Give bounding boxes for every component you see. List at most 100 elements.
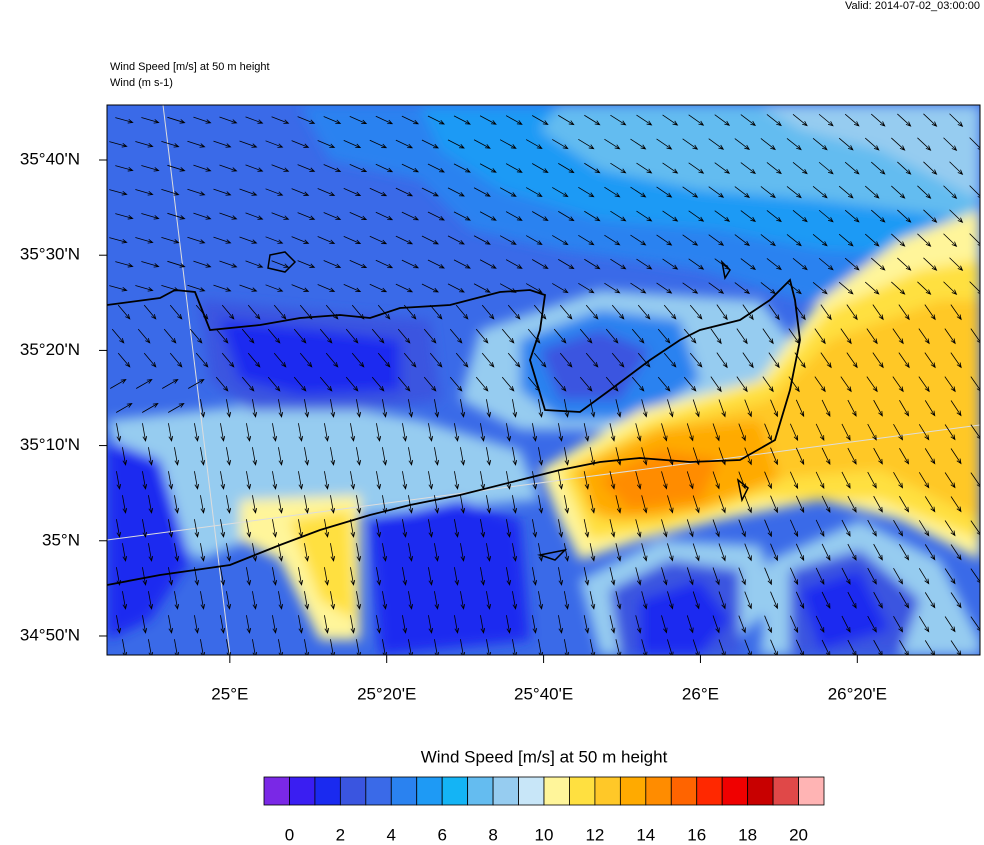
wind-arrow <box>142 567 148 586</box>
wind-arrow <box>486 591 492 610</box>
wind-arrow <box>762 376 774 393</box>
wind-arrow <box>219 164 238 172</box>
wind-arrow <box>272 471 278 490</box>
colorbar-box <box>619 776 647 806</box>
wind-arrow <box>434 591 440 610</box>
wind-arrow <box>401 115 420 125</box>
wind-arrow <box>738 519 746 538</box>
colorbar-title: Wind Speed [m/s] at 50 m height <box>421 747 668 766</box>
wind-arrow <box>376 471 382 490</box>
wind-arrow <box>135 189 154 196</box>
wind-arrow <box>663 304 677 320</box>
wind-arrow <box>820 352 832 369</box>
wind-arrow <box>371 376 385 392</box>
wind-arrow <box>718 591 726 610</box>
wind-arrow <box>969 137 980 150</box>
wind-arrow <box>506 615 512 634</box>
y-tick-label: 34°50'N <box>20 625 80 644</box>
wind-arrow <box>117 352 131 368</box>
wind-arrow <box>662 210 679 222</box>
wind-arrow <box>609 471 616 490</box>
wind-arrow <box>304 495 310 514</box>
wind-arrow <box>460 447 466 466</box>
wind-arrow <box>766 162 782 175</box>
wind-arrow <box>847 495 857 513</box>
wind-arrow <box>970 424 980 440</box>
wind-arrow <box>891 185 906 199</box>
wind-arrow <box>532 615 538 634</box>
wind-arrow <box>453 115 471 125</box>
wind-arrow <box>376 519 382 538</box>
wind-arrow <box>872 352 884 369</box>
wind-arrow <box>764 423 772 442</box>
wind-arrow <box>893 568 904 585</box>
wind-arrow <box>221 304 235 320</box>
wind-arrow <box>480 423 486 442</box>
wind-arrow <box>740 162 757 175</box>
wind-arrow <box>688 114 705 126</box>
wind-arrow <box>786 234 802 247</box>
wind-arrow <box>479 259 497 269</box>
wind-arrow <box>847 399 857 417</box>
wind-arrow <box>820 304 832 321</box>
wind-arrow <box>499 283 517 293</box>
wind-arrow <box>631 376 645 392</box>
wind-arrow <box>507 352 521 368</box>
wind-arrow <box>821 447 831 466</box>
wind-arrow <box>480 567 486 586</box>
wind-arrow <box>220 615 226 634</box>
colorbar-box <box>645 776 672 806</box>
wind-arrow <box>604 234 621 246</box>
colorbar-box <box>594 776 621 806</box>
wind-arrow <box>641 399 648 418</box>
wind-arrow <box>109 237 128 244</box>
wind-arrow <box>221 352 235 368</box>
wind-arrow <box>838 185 854 199</box>
wind-arrow <box>247 352 261 368</box>
wind-arrow <box>631 328 645 344</box>
wind-arrow <box>507 304 521 320</box>
colorbar-box <box>416 776 443 806</box>
wind-arrow <box>866 376 878 393</box>
wind-arrow <box>304 399 310 418</box>
wind-arrow <box>538 495 544 514</box>
wind-arrow <box>609 519 616 538</box>
wind-arrow <box>506 471 512 490</box>
wind-arrow <box>141 165 160 172</box>
wind-arrow <box>897 161 912 175</box>
wind-arrow <box>193 212 212 220</box>
wind-arrow <box>667 399 674 418</box>
wind-arrow <box>563 447 570 466</box>
wind-arrow <box>174 591 180 610</box>
wind-arrow <box>479 211 497 221</box>
wind-arrow <box>219 212 238 220</box>
wind-arrow <box>142 615 148 634</box>
wind-arrow <box>589 495 596 514</box>
wind-arrow <box>219 260 238 268</box>
wind-arrow <box>605 328 619 344</box>
wind-arrow <box>323 212 342 220</box>
wind-arrow <box>734 234 751 247</box>
wind-arrow <box>846 304 858 321</box>
wind-arrow <box>189 328 203 344</box>
wind-arrow <box>291 284 310 292</box>
wind-arrow <box>397 376 411 392</box>
wind-arrow <box>870 209 886 223</box>
wind-arrow <box>718 495 726 514</box>
wind-arrow <box>161 236 180 244</box>
wind-arrow <box>770 495 778 514</box>
wind-arrow <box>325 352 339 368</box>
wind-arrow <box>661 519 668 538</box>
wind-arrow <box>460 591 466 610</box>
wind-arrow <box>499 235 517 245</box>
wind-arrow <box>918 376 930 393</box>
wind-arrow <box>246 423 252 442</box>
wind-arrow <box>864 233 880 247</box>
wind-arrow <box>272 567 278 586</box>
wind-arrow <box>356 495 362 514</box>
wind-arrow <box>298 567 304 586</box>
wind-arrow <box>345 376 359 392</box>
wind-arrow <box>635 519 642 538</box>
wind-arrow <box>350 615 356 634</box>
wind-arrow <box>821 639 831 655</box>
